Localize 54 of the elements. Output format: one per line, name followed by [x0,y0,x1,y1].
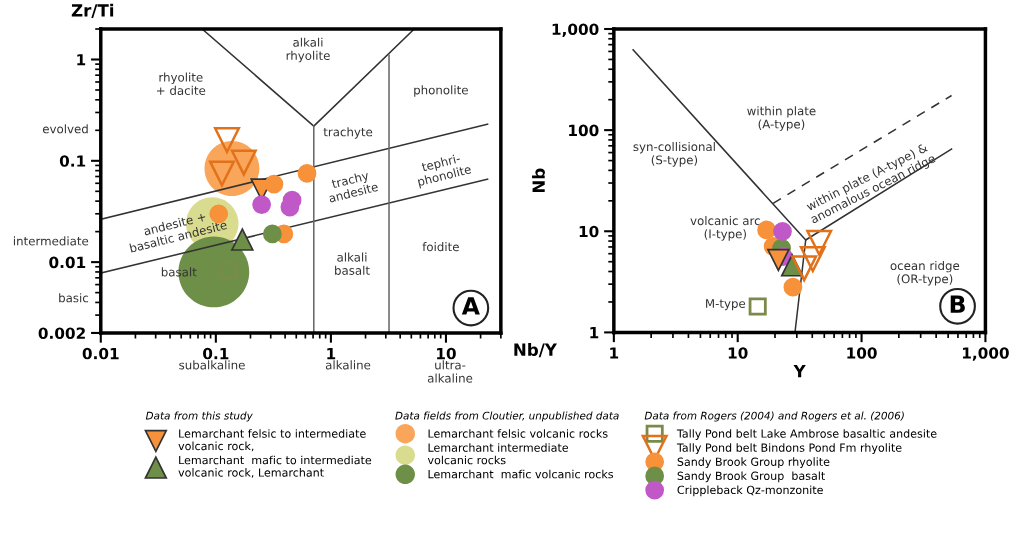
x-tick-label: 10 [728,347,748,359]
annotation: A [461,297,480,315]
annotation: alkali basalt [335,252,370,275]
legend-label: Crippleback Qz-monzonite [677,485,823,497]
x-axis-title: Y [793,365,806,378]
y-axis-title: Nb [532,168,545,193]
annotation: syn-collisional (S-type) [633,141,715,167]
text: subalkaline [179,360,245,370]
y-tick-label: 1 [77,54,86,66]
annotation: M-type [706,299,746,311]
legend-label: Sandy Brook Group basalt [677,471,825,483]
x-tick-label: 1 [610,347,619,359]
legend-label: Lemarchant mafic to intermediate volcanic rock, Lemarchant [178,455,372,478]
x-tick-label: 1,000 [962,347,1009,361]
text: intermediate [13,236,89,246]
legend-label: Lemarchant mafic volcanic rocks [428,469,614,479]
y-tick-label: 10 [579,225,599,238]
legend-label: Tally Pond belt Lake Ambrose basaltic andesite [676,429,937,440]
annotation: foidite [422,242,459,252]
annotation: andesite + basaltic andesite [129,211,228,253]
annotation: trachy andesite [328,170,379,203]
text: evolved [42,124,88,134]
legend-label: Tally Pond belt Bindons Pond Fm rhyolite [676,443,902,454]
annotation: within plate (A-type) [747,106,816,131]
annotation: trachyte [323,127,373,139]
text: Data fields from Cloutier, unpublished data [395,411,619,422]
legend-label: Lemarchant intermediate volcanic rocks [427,443,569,465]
text: ultra- alkaline [427,360,473,383]
y-tick-label: 0.01 [49,256,86,269]
x-axis-title: Nb/Y [514,343,558,358]
annotation: alkali rhyolite [286,37,330,63]
text: Data from this study [145,411,253,422]
annotation: B [950,295,965,313]
annotation: phonolite [414,85,468,97]
annotation: ocean ridge (OR-type) [890,260,960,286]
legend-label: Lemarchant felsic to intermediate volcanic rock, [178,429,366,452]
x-tick-label: 10 [437,347,456,360]
x-tick-label: 0.01 [82,347,119,360]
x-tick-label: 0.1 [203,347,229,360]
x-tick-label: 1 [327,347,336,360]
y-axis-title: Zr/Ti [71,3,114,18]
text: basic [59,293,89,303]
x-tick-label: 100 [847,347,877,359]
y-tick-label: 0.1 [59,155,86,167]
y-tick-label: 100 [569,124,599,137]
y-tick-label: 1,000 [552,23,599,37]
annotation: volcanic arc (I-type) [690,216,760,241]
text: alkaline [325,360,371,370]
y-tick-label: 1 [590,327,599,339]
legend-label: Sandy Brook Group rhyolite [677,457,830,469]
legend-label: Lemarchant felsic volcanic rocks [428,429,608,438]
y-tick-label: 0.002 [38,327,85,339]
text: Data from Rogers (2004) and Rogers et al. (2006) [644,411,904,422]
annotation: rhyolite + dacite [157,72,206,95]
